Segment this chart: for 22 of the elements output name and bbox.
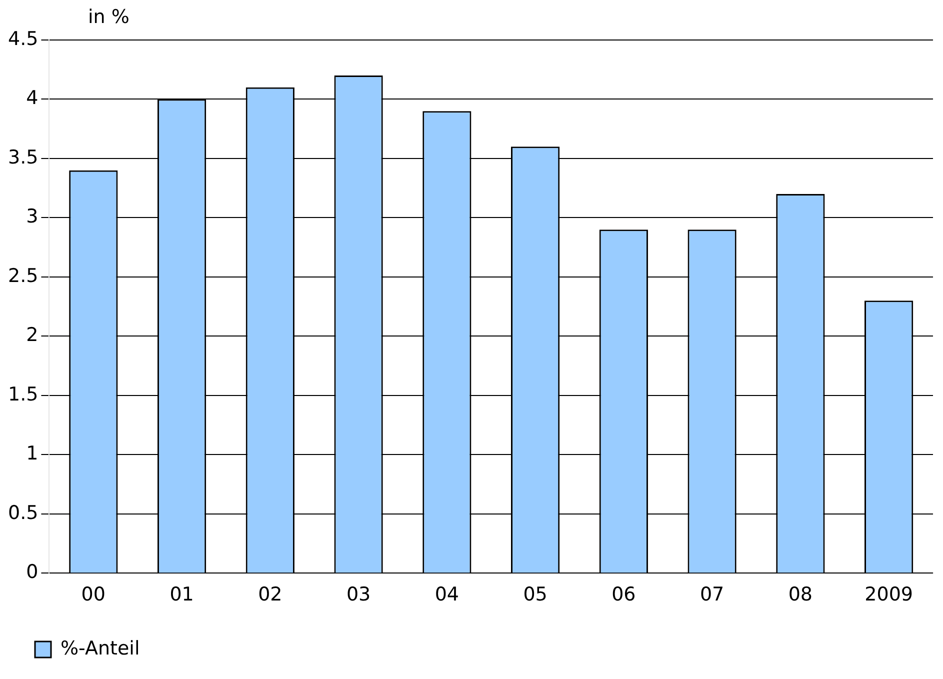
x-tick-label: 03	[346, 584, 371, 606]
y-tick-label: 4	[26, 87, 38, 110]
x-tick-label: 05	[523, 584, 548, 606]
legend-label: %-Anteil	[60, 637, 140, 660]
x-tick-label: 02	[258, 584, 282, 606]
x-tick-label: 08	[788, 584, 813, 606]
x-tick-label: 00	[81, 584, 106, 606]
y-tick-label: 0.5	[8, 502, 38, 524]
y-tick-label: 1	[26, 442, 38, 465]
y-tick-label: 4.5	[8, 28, 38, 50]
y-tick-label: 2	[26, 324, 38, 346]
y-tick-label: 0	[26, 561, 38, 584]
x-tick-label: 2009	[864, 584, 913, 606]
x-tick-label: 04	[434, 584, 460, 606]
x-tick-label: 01	[170, 584, 194, 606]
y-tick-label: 2.5	[8, 264, 38, 287]
y-tick-label: 3	[26, 206, 38, 228]
y-tick-label: 3.5	[8, 146, 38, 168]
x-tick-label: 07	[700, 584, 724, 606]
x-tick-label: 06	[612, 584, 636, 606]
y-tick-label: 1.5	[8, 383, 38, 406]
y-axis-title: in %	[88, 6, 130, 28]
